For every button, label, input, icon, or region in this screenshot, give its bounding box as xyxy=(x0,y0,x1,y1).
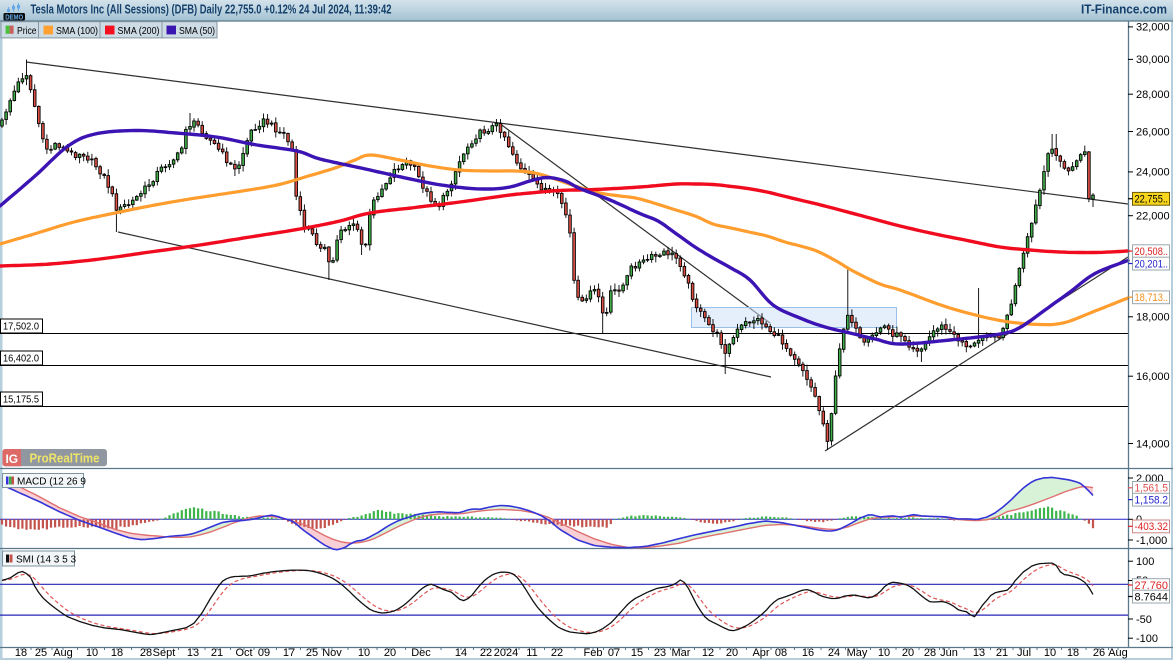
svg-text:Jun: Jun xyxy=(940,647,958,659)
svg-text:28: 28 xyxy=(140,647,152,659)
svg-text:18: 18 xyxy=(1067,647,1079,659)
svg-text:20: 20 xyxy=(384,647,396,659)
svg-text:Aug: Aug xyxy=(53,647,73,659)
svg-text:20: 20 xyxy=(902,647,914,659)
svg-text:ProRealTime: ProRealTime xyxy=(30,451,100,465)
svg-text:1,561.5: 1,561.5 xyxy=(1135,483,1169,495)
svg-text:20: 20 xyxy=(726,647,738,659)
svg-text:Nov: Nov xyxy=(322,647,342,659)
svg-text:26: 26 xyxy=(1093,647,1105,659)
svg-text:22: 22 xyxy=(551,647,563,659)
svg-text:-50: -50 xyxy=(1136,614,1152,626)
svg-text:22,755..: 22,755.. xyxy=(1135,194,1169,206)
svg-text:Mar: Mar xyxy=(672,647,691,659)
svg-text:Apr: Apr xyxy=(752,647,769,659)
svg-text:10: 10 xyxy=(86,647,98,659)
svg-text:DEMO: DEMO xyxy=(5,14,23,21)
svg-text:Price: Price xyxy=(17,25,37,37)
svg-text:32,000: 32,000 xyxy=(1136,22,1170,34)
svg-text:Dec: Dec xyxy=(411,647,431,659)
svg-text:27.760: 27.760 xyxy=(1135,580,1169,592)
svg-text:11: 11 xyxy=(526,647,537,659)
svg-text:21: 21 xyxy=(996,647,1008,659)
svg-text:20,508..: 20,508.. xyxy=(1135,246,1169,258)
svg-text:MACD (12 26 9: MACD (12 26 9 xyxy=(17,477,86,488)
svg-text:16: 16 xyxy=(802,647,814,659)
svg-text:20,201..: 20,201.. xyxy=(1135,258,1169,270)
svg-text:Feb: Feb xyxy=(584,647,603,659)
svg-text:12: 12 xyxy=(702,647,714,659)
svg-text:22: 22 xyxy=(480,647,492,659)
svg-text:18,000: 18,000 xyxy=(1136,312,1170,324)
svg-text:26,000: 26,000 xyxy=(1136,126,1170,138)
svg-text:28: 28 xyxy=(924,647,936,659)
svg-text:-100: -100 xyxy=(1136,633,1158,645)
svg-text:14: 14 xyxy=(455,647,467,659)
svg-text:100: 100 xyxy=(1136,556,1154,568)
svg-text:IT-Finance.com: IT-Finance.com xyxy=(1081,1,1167,16)
svg-text:24: 24 xyxy=(828,647,840,659)
svg-text:Aug: Aug xyxy=(1108,647,1128,659)
svg-text:17: 17 xyxy=(283,647,295,659)
svg-text:Sept: Sept xyxy=(153,647,176,659)
svg-text:18: 18 xyxy=(15,647,27,659)
svg-text:-403.32: -403.32 xyxy=(1135,521,1169,533)
svg-text:SMA (50): SMA (50) xyxy=(179,25,215,37)
svg-text:08: 08 xyxy=(775,647,787,659)
svg-text:09: 09 xyxy=(258,647,270,659)
svg-text:May: May xyxy=(847,647,868,659)
svg-text:16,000: 16,000 xyxy=(1136,371,1170,383)
svg-text:23: 23 xyxy=(654,647,666,659)
svg-text:IG: IG xyxy=(5,452,18,466)
svg-text:8.7644: 8.7644 xyxy=(1135,591,1169,603)
svg-text:07: 07 xyxy=(608,647,620,659)
svg-text:SMA (200): SMA (200) xyxy=(118,25,160,37)
svg-text:16,402.0: 16,402.0 xyxy=(3,353,39,365)
svg-text:Tesla Motors Inc (All Sessions: Tesla Motors Inc (All Sessions) (DFB) Da… xyxy=(31,1,392,16)
svg-text:21: 21 xyxy=(211,647,223,659)
svg-text:30,000: 30,000 xyxy=(1136,54,1170,66)
svg-text:Jul: Jul xyxy=(1017,647,1031,659)
svg-text:28,000: 28,000 xyxy=(1136,89,1170,101)
svg-text:25: 25 xyxy=(35,647,47,659)
svg-text:13: 13 xyxy=(187,647,199,659)
svg-text:-1,000: -1,000 xyxy=(1136,535,1167,547)
svg-text:10: 10 xyxy=(878,647,890,659)
svg-text:25: 25 xyxy=(306,647,318,659)
svg-text:2024: 2024 xyxy=(494,647,518,659)
svg-text:SMI (14 3 5 3: SMI (14 3 5 3 xyxy=(16,555,76,566)
svg-text:10: 10 xyxy=(358,647,370,659)
svg-text:13: 13 xyxy=(973,647,985,659)
svg-text:SMA (100): SMA (100) xyxy=(56,25,98,37)
svg-text:18,713..: 18,713.. xyxy=(1135,292,1169,304)
svg-text:15,175.5: 15,175.5 xyxy=(3,394,39,406)
svg-text:10: 10 xyxy=(1044,647,1056,659)
svg-text:1,158.2: 1,158.2 xyxy=(1135,494,1169,506)
svg-text:15: 15 xyxy=(631,647,643,659)
svg-text:18: 18 xyxy=(111,647,123,659)
svg-text:17,502.0: 17,502.0 xyxy=(3,321,39,333)
svg-text:24,000: 24,000 xyxy=(1136,167,1170,179)
svg-text:14,000: 14,000 xyxy=(1136,438,1170,450)
svg-text:22,000: 22,000 xyxy=(1136,211,1170,223)
svg-text:Oct: Oct xyxy=(235,647,252,659)
